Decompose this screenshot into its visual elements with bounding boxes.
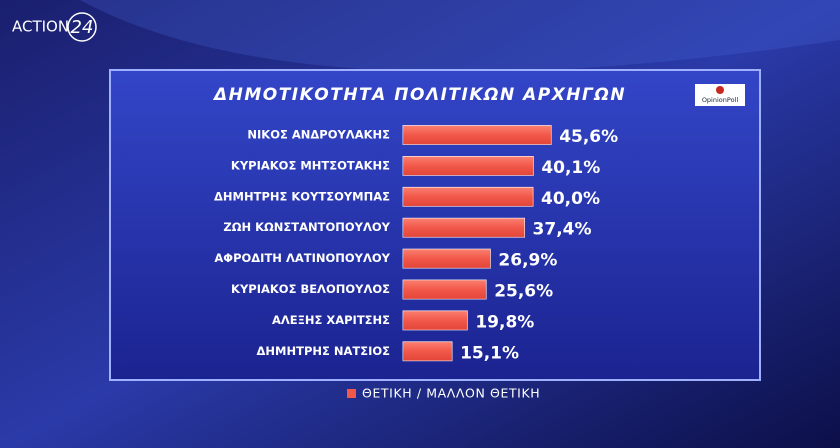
- legend-swatch: [347, 389, 356, 398]
- bar-shine: [403, 218, 525, 238]
- category-label: ΚΥΡΙΑΚΟΣ ΒΕΛΟΠΟΥΛΟΣ: [231, 282, 390, 296]
- channel-name: ACTION: [12, 18, 69, 36]
- value-label: 45,6%: [559, 127, 618, 147]
- source-dot: [716, 86, 724, 94]
- category-label: ΑΦΡΟΔΙΤΗ ΛΑΤΙΝΟΠΟΥΛΟΥ: [214, 251, 390, 265]
- category-label: ΔΗΜΗΤΡΗΣ ΝΑΤΣΙΟΣ: [257, 344, 391, 358]
- value-label: 37,4%: [533, 220, 592, 240]
- value-label: 26,9%: [498, 251, 557, 271]
- value-label: 40,1%: [541, 158, 600, 178]
- value-label: 40,0%: [541, 189, 600, 209]
- bar-shine: [403, 156, 534, 176]
- bar-shine: [403, 249, 491, 269]
- category-label: ΝΙΚΟΣ ΑΝΔΡΟΥΛΑΚΗΣ: [247, 128, 390, 142]
- category-label: ΖΩΗ ΚΩΝΣΤΑΝΤΟΠΟΥΛΟΥ: [223, 220, 390, 234]
- value-label: 25,6%: [494, 282, 553, 302]
- category-label: ΑΛΕΞΗΣ ΧΑΡΙΤΣΗΣ: [272, 313, 390, 327]
- bar-shine: [403, 125, 552, 145]
- category-label: ΚΥΡΙΑΚΟΣ ΜΗΤΣΟΤΑΚΗΣ: [231, 158, 390, 172]
- value-label: 15,1%: [460, 343, 519, 363]
- bar-shine: [403, 341, 453, 361]
- chart-title: ΔΗΜΟΤΙΚΟΤΗΤΑ ΠΟΛΙΤΙΚΩΝ ΑΡΧΗΓΩΝ: [212, 85, 626, 105]
- bar-shine: [403, 310, 468, 330]
- channel-number: 24: [71, 17, 94, 38]
- source: OpinionPoll: [702, 96, 739, 104]
- source-logo: [695, 84, 745, 106]
- legend-label: ΘΕΤΙΚΗ / ΜΑΛΛΟΝ ΘΕΤΙΚΗ: [362, 386, 540, 401]
- category-label: ΔΗΜΗΤΡΗΣ ΚΟΥΤΣΟΥΜΠΑΣ: [214, 189, 390, 203]
- bar-shine: [403, 280, 487, 299]
- channel-ring: [67, 12, 97, 42]
- value-label: 19,8%: [475, 312, 534, 332]
- bg-swoosh: [80, 0, 840, 72]
- bar-shine: [403, 187, 533, 207]
